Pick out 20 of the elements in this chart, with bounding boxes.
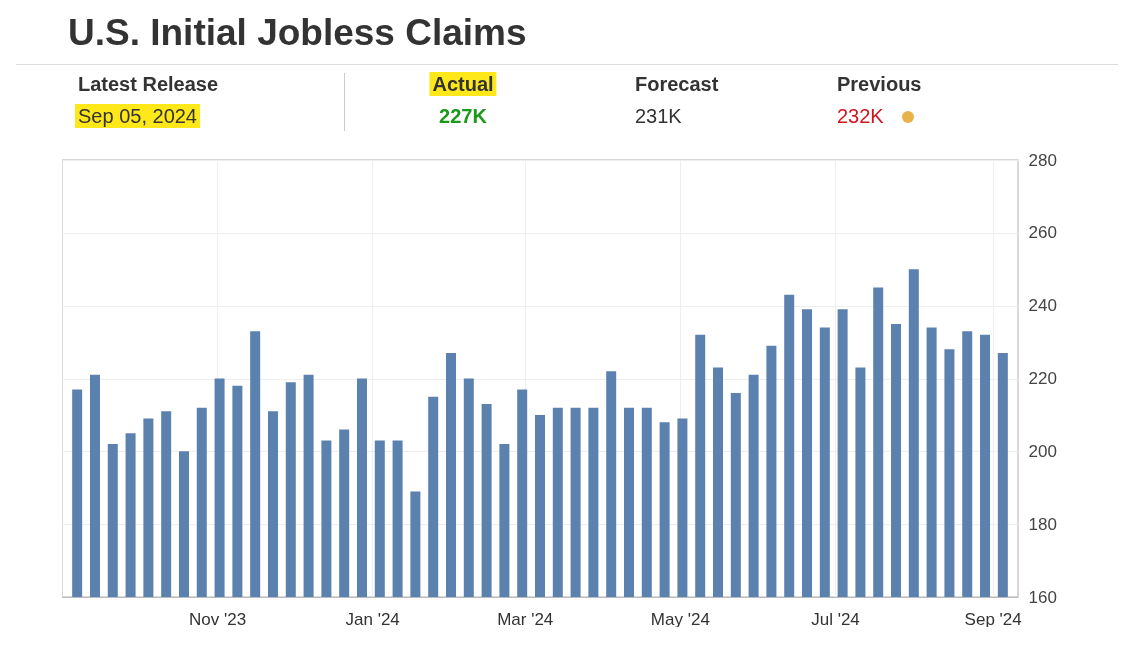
- y-tick-label: 280: [1028, 150, 1057, 170]
- text: 232K: [837, 104, 884, 128]
- x-tick-label: Nov '23: [188, 609, 247, 629]
- text: Sep 05, 2024: [75, 104, 200, 128]
- text: 227K: [439, 104, 487, 128]
- text: Previous: [837, 72, 922, 96]
- text: 231K: [635, 104, 682, 128]
- y-tick-label: 160: [1028, 587, 1057, 607]
- y-tick-label: 260: [1028, 223, 1057, 243]
- y-tick-label: 200: [1028, 441, 1057, 461]
- text: Actual: [429, 72, 497, 96]
- text: Forecast: [635, 72, 719, 96]
- x-tick-label: Mar '24: [497, 609, 554, 629]
- x-tick-label: Jul '24: [811, 609, 860, 629]
- y-tick-label: 220: [1028, 369, 1057, 388]
- x-tick-label: Jan '24: [345, 609, 400, 629]
- y-tick-label: 180: [1028, 514, 1057, 534]
- text: Latest Release: [78, 72, 219, 96]
- chart-title: U.S. Initial Jobless Claims: [68, 12, 527, 54]
- y-tick-label: 240: [1028, 296, 1057, 316]
